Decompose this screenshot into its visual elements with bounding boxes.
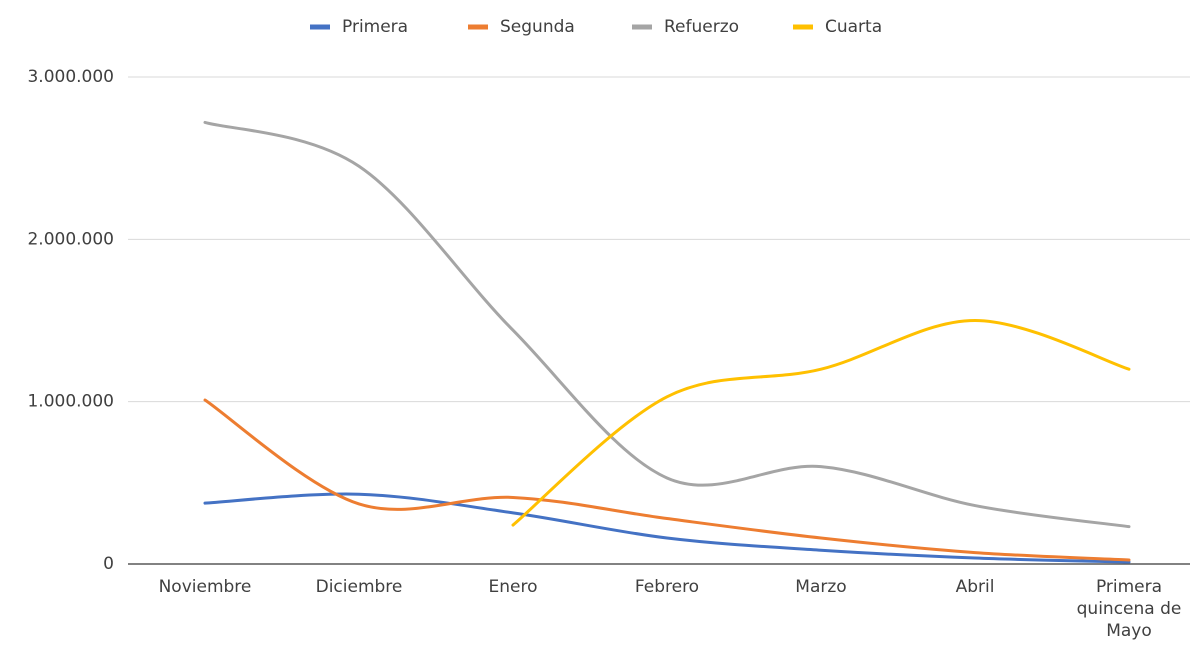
x-tick-label: Marzo xyxy=(795,577,847,597)
series-line xyxy=(203,120,1131,529)
y-tick-label: 3.000.000 xyxy=(27,67,114,87)
legend-label: Segunda xyxy=(500,17,575,37)
x-tick-label: Diciembre xyxy=(315,577,403,597)
legend-label: Primera xyxy=(342,17,408,37)
x-tick-label: Noviembre xyxy=(158,577,252,597)
x-tick-label: Abril xyxy=(955,577,995,597)
x-tick-label: Febrero xyxy=(634,577,700,597)
x-tick-label: Primera quincena de Mayo xyxy=(1076,577,1182,641)
legend-label: Refuerzo xyxy=(664,17,739,37)
y-tick-label: 1.000.000 xyxy=(27,392,114,412)
series-line xyxy=(203,492,1131,564)
x-tick-label: Enero xyxy=(488,577,538,597)
y-tick-label: 2.000.000 xyxy=(27,229,114,249)
series-line xyxy=(203,398,1131,562)
legend-label: Cuarta xyxy=(825,17,882,37)
y-tick-label: 0 xyxy=(103,554,114,574)
series-line xyxy=(511,318,1131,527)
